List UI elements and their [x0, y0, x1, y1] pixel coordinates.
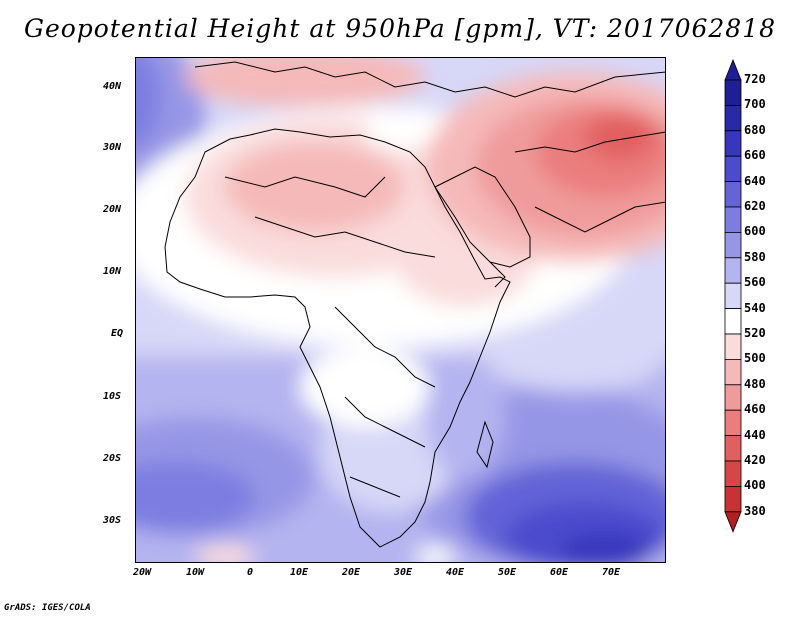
- lon-label-60e: 60E: [550, 567, 569, 578]
- colorbar-segment: [724, 485, 742, 513]
- colorbar-segment: [724, 105, 742, 132]
- colorbar-max-arrow: [724, 58, 742, 81]
- colorbar-label: 460: [744, 402, 766, 417]
- lon-label-0: 0: [247, 567, 254, 578]
- colorbar-segment: [724, 409, 742, 437]
- colorbar-label: 380: [744, 503, 766, 518]
- credit-text: GrADS: IGES/COLA: [4, 603, 91, 613]
- map-frame: [135, 57, 666, 563]
- lat-label-30n: 30N: [103, 142, 122, 153]
- lon-label-10w: 10W: [186, 567, 205, 578]
- lon-label-20e: 20E: [342, 567, 361, 578]
- geopotential-map: [135, 57, 666, 563]
- lon-label-30e: 30E: [394, 567, 413, 578]
- coastlines: [164, 61, 666, 548]
- lat-label-30s: 30S: [103, 515, 122, 526]
- colorbar-label: 560: [744, 275, 766, 290]
- colorbar-segment: [724, 333, 742, 360]
- colorbar-segment: [724, 257, 742, 284]
- colorbar-segment: [724, 308, 742, 335]
- colorbar-segment: [724, 384, 742, 411]
- colorbar-label: 720: [744, 72, 766, 86]
- lat-label-20s: 20S: [103, 453, 122, 464]
- lon-label-10e: 10E: [290, 567, 309, 578]
- colorbar-label: 480: [744, 376, 766, 391]
- lon-label-50e: 50E: [498, 567, 517, 578]
- lon-label-20w: 20W: [133, 567, 152, 578]
- colorbar-label: 660: [744, 148, 766, 163]
- colorbar-label: 420: [744, 453, 766, 467]
- colorbar-segment: [724, 181, 742, 208]
- colorbar-segment: [724, 282, 742, 309]
- colorbar-label: 540: [744, 300, 766, 315]
- height-field: [135, 57, 666, 563]
- colorbar-segment: [724, 231, 742, 259]
- colorbar-label: 440: [744, 427, 766, 442]
- colorbar-segment: [724, 358, 742, 386]
- colorbar-segment: [724, 460, 742, 487]
- colorbar-label: 620: [744, 199, 766, 213]
- colorbar-segment: [724, 206, 742, 233]
- map-title: Geopotential Height at 950hPa [gpm], VT:…: [23, 14, 777, 43]
- colorbar-min-arrow: [724, 511, 742, 533]
- colorbar-label: 580: [744, 249, 766, 264]
- colorbar-label: 600: [744, 224, 766, 239]
- colorbar-label: 400: [744, 478, 766, 493]
- lat-label-eq: EQ: [111, 328, 124, 339]
- colorbar-label: 680: [744, 122, 766, 137]
- colorbar-segment: [724, 155, 742, 182]
- lon-label-40e: 40E: [446, 567, 465, 578]
- lat-label-10s: 10S: [103, 391, 122, 402]
- lat-label-20n: 20N: [103, 204, 122, 215]
- colorbar-segment: [724, 130, 742, 157]
- lat-label-40n: 40N: [103, 81, 122, 92]
- colorbar-label: 520: [744, 326, 766, 340]
- colorbar-segment: [724, 79, 742, 106]
- colorbar-label: 640: [744, 173, 766, 188]
- lat-label-10n: 10N: [103, 266, 122, 277]
- colorbar-segment: [724, 435, 742, 462]
- colorbar-label: 700: [744, 97, 766, 112]
- colorbar: [724, 58, 742, 533]
- lon-label-70e: 70E: [602, 567, 621, 578]
- colorbar-label: 500: [744, 351, 766, 366]
